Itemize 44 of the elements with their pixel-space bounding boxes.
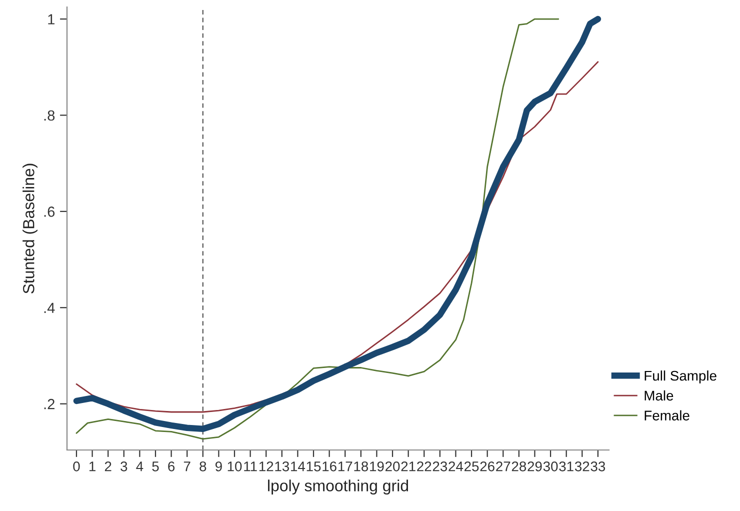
legend-label: Full Sample <box>644 370 716 384</box>
x-tick-label: 14 <box>291 462 306 472</box>
x-tick-label: 20 <box>385 461 400 472</box>
x-tick-label: 6 <box>168 461 175 472</box>
x-tick-label: 4 <box>136 462 144 472</box>
x-tick-label: 28 <box>512 461 526 472</box>
x-tick-label: 23 <box>432 461 448 472</box>
x-tick-label: 19 <box>370 461 384 472</box>
x-tick-label: 15 <box>306 462 321 472</box>
x-tick-label: 26 <box>480 461 494 472</box>
y-tick-label: .6 <box>44 206 55 217</box>
y-tick-label: .8 <box>44 110 55 121</box>
x-tick-label: 16 <box>322 461 336 472</box>
x-tick-label: 10 <box>228 461 242 472</box>
x-tick-label: 0 <box>73 461 80 472</box>
x-tick-label: 31 <box>559 461 574 472</box>
x-tick-label: 5 <box>152 462 159 472</box>
x-tick-label: 12 <box>259 461 274 472</box>
x-axis-title: lpoly smoothing grid <box>268 480 408 495</box>
legend-label: Female <box>644 410 690 420</box>
x-tick-label: 9 <box>215 461 222 472</box>
x-tick-label: 3 <box>120 461 128 472</box>
y-axis-title: Stunted (Baseline) <box>22 164 38 294</box>
x-tick-label: 13 <box>275 461 290 472</box>
x-tick-label: 1 <box>89 462 96 472</box>
x-tick-label: 25 <box>464 461 479 472</box>
x-tick-label: 21 <box>401 461 416 472</box>
x-tick-label: 33 <box>590 461 606 472</box>
x-tick-label: 2 <box>104 461 112 472</box>
x-tick-label: 22 <box>417 461 432 472</box>
x-tick-label: 29 <box>528 461 542 472</box>
y-tick-label: 1 <box>48 14 54 24</box>
x-tick-label: 17 <box>338 462 352 472</box>
x-tick-label: 18 <box>354 461 368 472</box>
y-tick-label: .2 <box>44 398 54 410</box>
x-tick-label: 24 <box>448 461 464 472</box>
x-tick-label: 27 <box>496 461 510 472</box>
x-tick-label: 32 <box>574 461 590 472</box>
y-tick-label: .4 <box>44 302 55 313</box>
x-tick-label: 7 <box>184 462 190 472</box>
x-tick-label: 11 <box>244 462 257 472</box>
legend-label: Male <box>644 390 674 401</box>
x-tick-label: 8 <box>200 461 206 472</box>
x-tick-label: 30 <box>543 461 558 472</box>
